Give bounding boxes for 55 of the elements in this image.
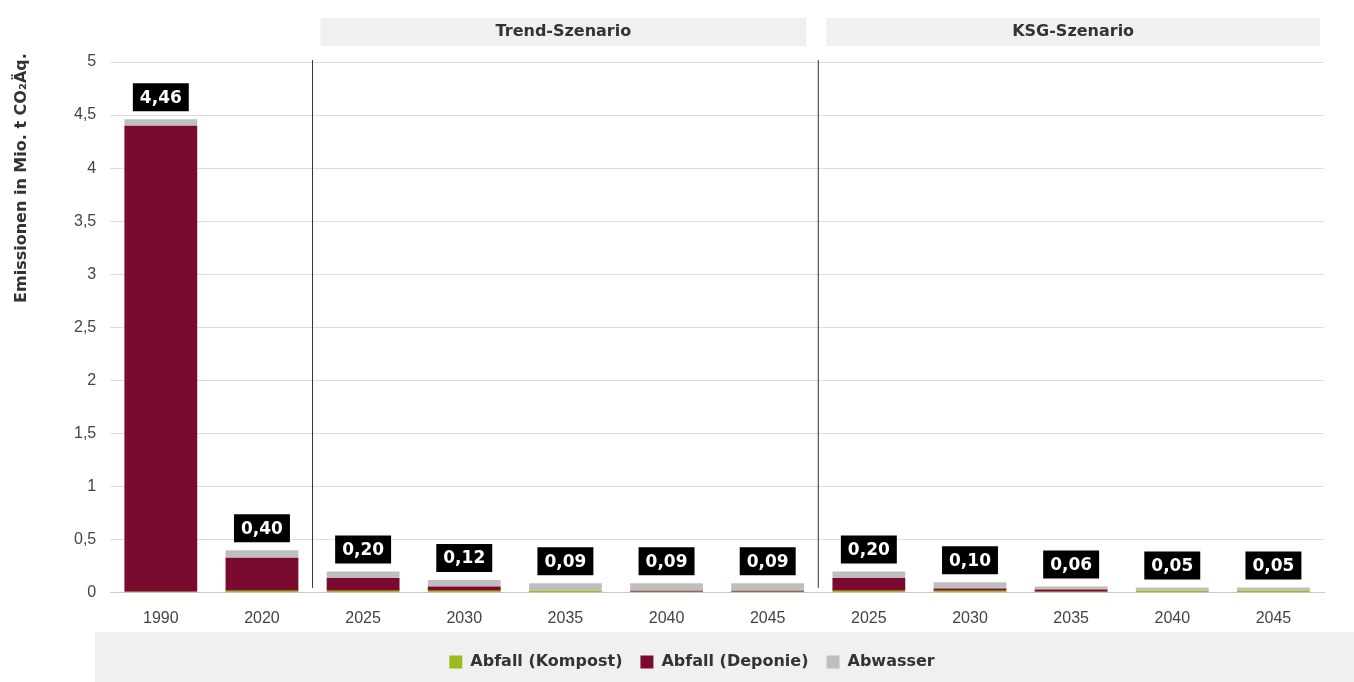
total-label: 0,40 — [240, 517, 284, 538]
total-label: 0,10 — [949, 549, 992, 570]
y-tick-label: 2,5 — [73, 317, 97, 335]
total-label: 0,05 — [1252, 554, 1295, 575]
total-label: 0,05 — [1151, 554, 1194, 575]
x-tick-label: 1990 — [143, 608, 179, 626]
total-label: 0,12 — [443, 547, 486, 568]
y-tick-label: 3,5 — [73, 211, 97, 229]
bar — [731, 583, 805, 591]
x-tick-label: 2025 — [345, 608, 382, 626]
total-label: 0,20 — [342, 538, 385, 559]
x-tick-label: 2040 — [1154, 608, 1191, 626]
bar — [528, 583, 602, 591]
x-tick-label: 2025 — [851, 608, 887, 626]
total-label: 4,46 — [139, 86, 182, 107]
total-label: 0,20 — [847, 538, 890, 559]
x-tick-label: 2035 — [1053, 608, 1090, 626]
y-tick-label: 2 — [87, 370, 97, 388]
bar — [630, 583, 703, 591]
bar — [326, 571, 400, 578]
bar — [225, 550, 299, 558]
total-label: 0,09 — [645, 550, 688, 571]
bar — [326, 577, 400, 591]
x-tick-label: 2020 — [244, 608, 280, 626]
legend-label: Abfall (Kompost) — [470, 651, 623, 671]
bar — [832, 577, 906, 591]
bar — [225, 557, 299, 591]
bar — [124, 119, 198, 126]
y-tick-label: 4,5 — [73, 105, 97, 123]
text: KSG-Szenario — [1012, 21, 1135, 41]
bar — [832, 571, 906, 578]
y-tick-label: 3 — [87, 264, 97, 282]
bar — [427, 580, 501, 587]
bar — [933, 582, 1007, 589]
bar — [124, 125, 198, 592]
x-tick-label: 2045 — [749, 608, 786, 626]
x-tick-label: 2035 — [547, 608, 584, 626]
bar — [427, 586, 501, 591]
y-tick-label: 0 — [87, 583, 97, 601]
y-tick-label: 0,5 — [73, 530, 97, 548]
text: Trend-Szenario — [495, 21, 632, 41]
legend-label: Abwasser — [847, 651, 935, 671]
y-tick-label: 5 — [87, 52, 97, 70]
y-tick-label: 1,5 — [73, 423, 97, 441]
y-axis-title: Emissionen in Mio. t CO₂Äq. — [10, 53, 30, 303]
total-label: 0,06 — [1050, 553, 1093, 574]
x-tick-label: 2045 — [1255, 608, 1292, 626]
x-tick-label: 2030 — [952, 608, 988, 626]
y-tick-label: 4 — [87, 158, 97, 176]
total-label: 0,09 — [746, 550, 789, 571]
x-tick-label: 2030 — [446, 608, 483, 626]
legend-label: Abfall (Deponie) — [661, 651, 809, 671]
x-tick-label: 2040 — [648, 608, 685, 626]
y-tick-label: 1 — [87, 477, 97, 495]
total-label: 0,09 — [544, 550, 587, 571]
